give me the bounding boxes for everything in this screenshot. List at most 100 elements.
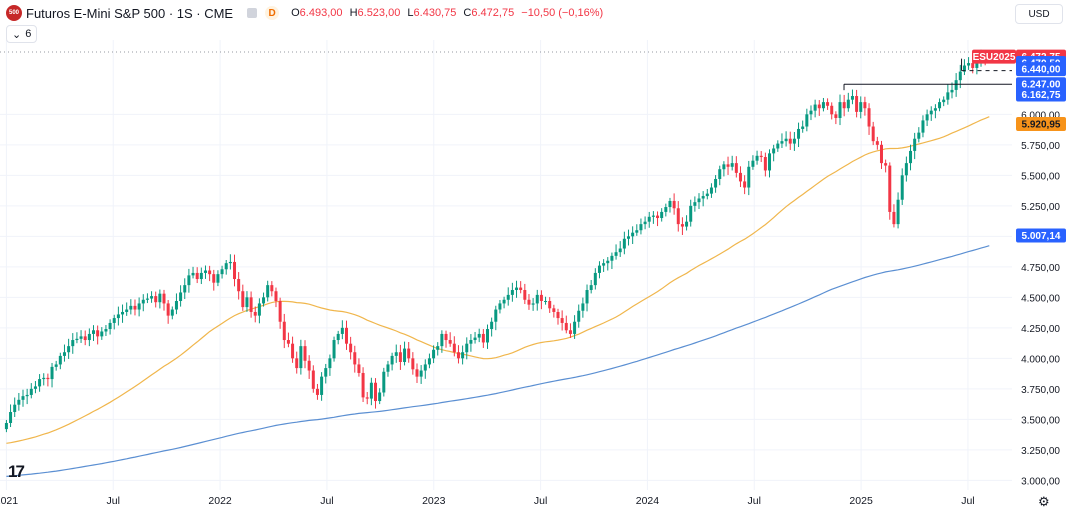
candle bbox=[548, 297, 552, 313]
candle-body bbox=[871, 126, 875, 142]
candle-body bbox=[772, 148, 776, 154]
candle-body bbox=[855, 96, 859, 112]
candle bbox=[42, 373, 46, 386]
symbol-color-swatch[interactable] bbox=[247, 8, 258, 18]
settings-gear-icon[interactable]: ⚙ bbox=[1038, 494, 1050, 509]
candle bbox=[170, 306, 174, 320]
candle-body bbox=[539, 294, 543, 301]
candle-body bbox=[925, 114, 929, 121]
candle bbox=[788, 131, 792, 150]
symbol-title[interactable]: Futuros E-Mini S&P 500 · 1S · CME bbox=[26, 5, 234, 21]
candle bbox=[597, 261, 601, 279]
candle bbox=[257, 298, 261, 324]
candle bbox=[29, 383, 33, 399]
candle bbox=[938, 98, 942, 112]
candle-body bbox=[792, 138, 796, 144]
candle bbox=[593, 268, 597, 290]
candle bbox=[328, 354, 332, 376]
y-tick-label: 5.250,00 bbox=[1021, 202, 1060, 213]
x-tick-label: 2024 bbox=[636, 495, 660, 507]
candle-body bbox=[842, 102, 846, 109]
candle bbox=[589, 280, 593, 294]
candle bbox=[747, 160, 751, 196]
candle-body bbox=[506, 294, 510, 300]
candle-body bbox=[374, 382, 378, 402]
candle bbox=[809, 105, 813, 121]
candle bbox=[859, 96, 863, 119]
candle-body bbox=[216, 274, 220, 283]
candle bbox=[490, 317, 494, 337]
candle bbox=[527, 294, 531, 310]
candle-body bbox=[403, 348, 407, 362]
candle bbox=[58, 352, 62, 370]
candle-body bbox=[357, 364, 361, 373]
candle-body bbox=[751, 160, 755, 167]
candle-body bbox=[96, 330, 100, 337]
price-axis-label[interactable]: 5.920,95 bbox=[1016, 116, 1066, 131]
candle-body bbox=[452, 343, 456, 353]
price-axis-label[interactable]: 6.440,00 bbox=[1016, 62, 1066, 77]
price-label-bg bbox=[1016, 228, 1066, 243]
candle bbox=[535, 289, 539, 311]
delayed-data-badge[interactable]: D bbox=[265, 6, 280, 20]
candle bbox=[668, 197, 672, 213]
candle bbox=[515, 280, 519, 298]
candle bbox=[954, 73, 958, 97]
tradingview-logo-icon[interactable]: 17 bbox=[8, 462, 25, 481]
candle bbox=[498, 300, 502, 314]
candle-body bbox=[145, 298, 149, 300]
candle-body bbox=[121, 311, 125, 315]
candle-body bbox=[821, 102, 825, 109]
candle-body bbox=[133, 305, 137, 310]
candle bbox=[427, 353, 431, 369]
x-tick-label: Jul bbox=[107, 495, 120, 507]
candle bbox=[797, 122, 801, 148]
candle bbox=[179, 285, 183, 307]
candle-body bbox=[295, 358, 299, 369]
candle-body bbox=[730, 163, 734, 167]
candle-body bbox=[92, 330, 96, 334]
symbol-price-tag[interactable]: ESU2025 bbox=[972, 49, 1016, 64]
currency-selector[interactable]: USD bbox=[1015, 4, 1063, 24]
candle bbox=[709, 183, 713, 198]
candle bbox=[266, 280, 270, 302]
candle bbox=[54, 360, 58, 371]
symbol-logo-icon[interactable]: 500 bbox=[6, 5, 22, 21]
candle bbox=[9, 404, 13, 428]
candle-body bbox=[245, 297, 249, 308]
candle-body bbox=[328, 358, 332, 369]
candle bbox=[539, 290, 543, 310]
candle bbox=[834, 111, 838, 125]
candle bbox=[365, 392, 369, 405]
sma-200-line bbox=[6, 245, 990, 477]
candle-body bbox=[660, 211, 664, 219]
candle-body bbox=[627, 236, 631, 239]
candle-body bbox=[473, 337, 477, 341]
candle bbox=[701, 191, 705, 207]
candle bbox=[224, 259, 228, 275]
candle bbox=[664, 203, 668, 217]
candle-body bbox=[195, 272, 199, 280]
candle bbox=[577, 304, 581, 328]
price-label-text: 6.162,75 bbox=[1022, 90, 1061, 101]
candle-body bbox=[838, 102, 842, 118]
candle-body bbox=[544, 300, 548, 302]
candle bbox=[697, 193, 701, 209]
indicators-toggle-button[interactable]: ⌄ 6 bbox=[6, 25, 38, 43]
candle-body bbox=[71, 340, 75, 347]
candle bbox=[403, 341, 407, 366]
open-value: 6.493,00 bbox=[299, 7, 343, 19]
candle-body bbox=[722, 164, 726, 170]
candle-body bbox=[776, 143, 780, 149]
candle-body bbox=[933, 108, 937, 111]
candle bbox=[946, 84, 950, 105]
candle bbox=[394, 344, 398, 363]
candle bbox=[4, 419, 8, 433]
candle bbox=[25, 388, 29, 405]
candle bbox=[162, 289, 166, 311]
price-axis-label[interactable]: 6.162,75 bbox=[1016, 87, 1066, 102]
candle bbox=[900, 168, 904, 205]
price-axis-label[interactable]: 5.007,14 bbox=[1016, 228, 1066, 243]
candle-body bbox=[519, 287, 523, 291]
